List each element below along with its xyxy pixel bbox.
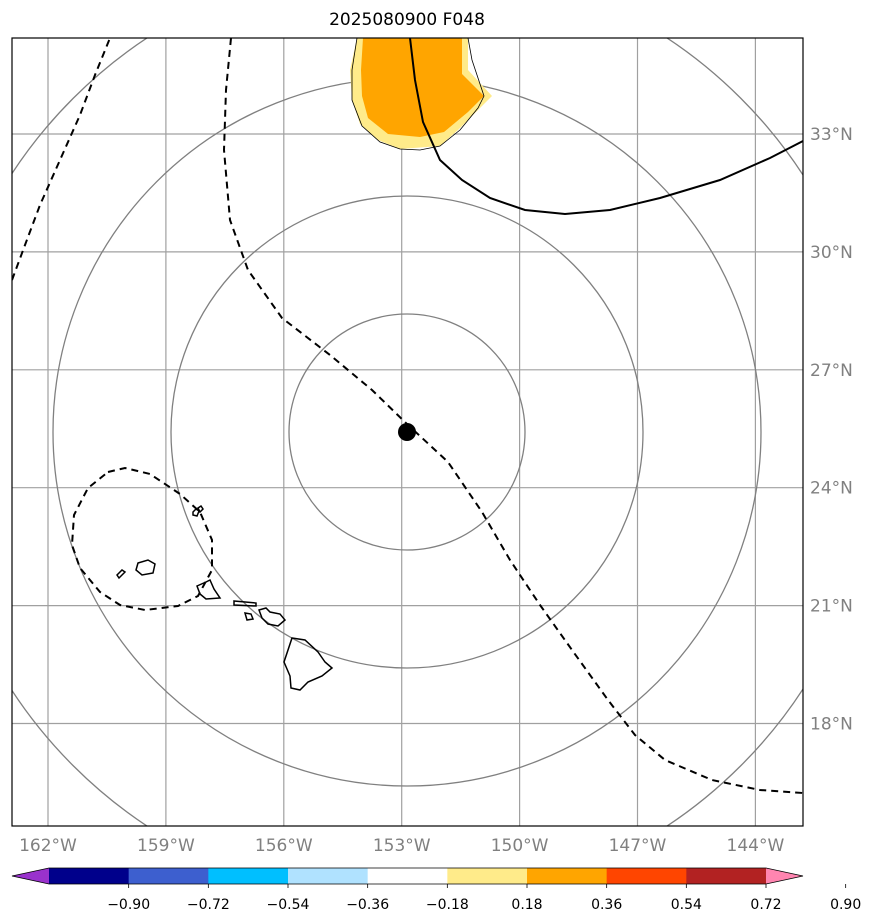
colorbar-label: −0.18 [426,897,469,913]
islet-2 [197,504,204,514]
island-hawaii [283,637,334,691]
colorbar-outline [11,867,804,885]
colorbar-segment [686,868,767,884]
colorbar-extend-min [12,868,49,884]
colorbar-extend-max [766,868,803,884]
range-ring-1 [288,313,526,551]
dashed-contour-loop [70,466,213,612]
lon-tick-labels: 162°W 159°W 156°W 153°W 150°W 147°W 144°W [19,836,784,856]
colorbar-segment [49,868,130,884]
map-title: 2025080900 F048 [329,10,485,30]
colorbar-label: 0.36 [591,897,622,913]
colorbar-label: 0.90 [830,897,861,913]
dashed-contours [12,38,803,794]
lat-tick-label: 27°N [810,361,853,381]
colorbar-label: 0.54 [671,897,702,913]
colorbar-labels: −0.90 −0.72 −0.54 −0.36 −0.18 0.18 0.36 0.54 0.7… [107,884,861,913]
colorbar-segment [288,868,369,884]
colorbar-segment [367,868,448,884]
colorbar [11,867,804,885]
lon-tick-label: 162°W [19,836,77,856]
island-kauai [135,559,156,576]
lon-tick-label: 159°W [137,836,195,856]
shaded-field-contour [351,38,485,151]
lon-tick-label: 144°W [727,836,785,856]
shaded-field-orange [361,38,484,137]
colorbar-label: −0.36 [346,897,389,913]
storm-center-marker [398,423,416,441]
lon-tick-label: 153°W [373,836,431,856]
lat-tick-label: 18°N [810,715,853,735]
island-maui [258,607,287,627]
lat-tick-label: 30°N [810,243,853,263]
coastlines [116,504,334,691]
colorbar-segment [128,868,209,884]
lon-tick-label: 147°W [609,836,667,856]
colorbar-label: −0.54 [267,897,310,913]
island-molokai [233,600,257,607]
island-niihau [116,569,127,580]
colorbar-label: 0.72 [750,897,781,913]
islet-1 [192,508,200,517]
colorbar-segment [447,868,528,884]
colorbar-segment [208,868,289,884]
colorbar-label: 0.18 [511,897,542,913]
map-frame [11,37,804,827]
solid-contour [409,38,803,216]
lat-tick-label: 33°N [810,125,853,145]
lat-tick-label: 21°N [810,597,853,617]
colorbar-label: −0.72 [187,897,230,913]
island-oahu [196,578,222,600]
dashed-contour-west [12,38,111,281]
lat-tick-label: 24°N [810,479,853,499]
lon-tick-label: 150°W [491,836,549,856]
dashed-contour-track [222,38,803,794]
shaded-field [350,38,492,151]
colorbar-segment [606,868,687,884]
island-kahoolawe [243,612,255,621]
lon-tick-label: 156°W [255,836,313,856]
range-ring-2 [170,195,644,669]
colorbar-label: −0.90 [107,897,150,913]
map-plot-area [12,38,803,826]
lat-tick-labels: 33°N 30°N 27°N 24°N 21°N 18°N [810,125,853,735]
colorbar-segment [527,868,608,884]
